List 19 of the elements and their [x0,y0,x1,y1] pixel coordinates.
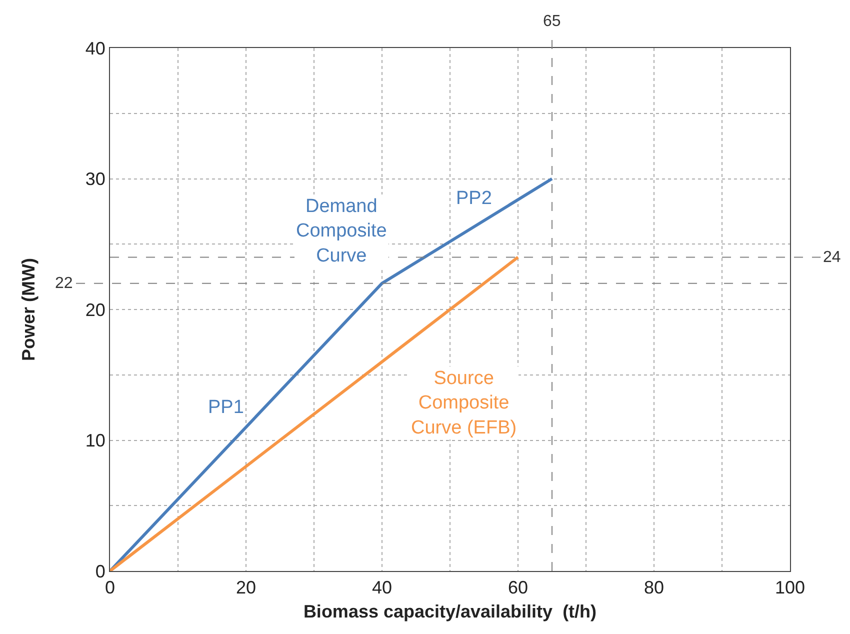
x-tick-label: 60 [508,578,528,598]
ref-line-label: 24 [823,249,841,266]
y-tick-label: 10 [85,430,106,451]
ref-line-label: 22 [55,275,73,292]
y-tick-label: 20 [85,300,106,320]
x-tick-label: 100 [774,578,806,598]
y-tick-label: 40 [85,38,106,58]
annotation: Demand Composite Curve [296,196,387,266]
x-tick-label: 40 [372,578,392,598]
y-tick-label: 0 [95,561,106,582]
y-tick-label: 30 [85,169,106,190]
x-tick-label: 20 [236,578,256,598]
y-axis-title: Power (MW) [18,258,39,361]
ref-line-label: 65 [543,13,561,30]
annotation: Source Composite Curve (EFB) [411,368,517,438]
x-axis-title: Biomass capacity/availability (t/h) [303,602,597,622]
annotation: PP2 [456,188,492,209]
x-tick-label: 80 [644,578,664,598]
annotation: PP1 [208,397,244,418]
